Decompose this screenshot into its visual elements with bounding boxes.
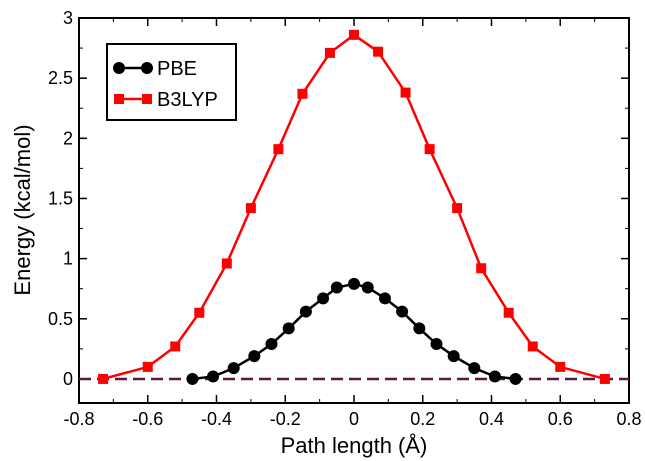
series-layer	[98, 29, 610, 385]
y-axis-title: Energy (kcal/mol)	[10, 124, 35, 295]
x-tick-label: 0	[349, 409, 359, 429]
y-tick-label: 1	[63, 249, 73, 269]
data-point-pbe	[282, 322, 295, 335]
legend-label-b3lyp: B3LYP	[157, 89, 218, 111]
x-axis-title: Path length (Å)	[281, 433, 428, 458]
data-point-b3lyp	[142, 361, 153, 372]
data-point-b3lyp	[476, 263, 487, 274]
data-point-b3lyp	[324, 47, 335, 58]
data-point-pbe	[361, 281, 374, 294]
data-point-b3lyp	[424, 144, 435, 155]
legend-marker-b3lyp	[142, 94, 152, 104]
y-tick-label: 0.5	[48, 309, 73, 329]
data-point-b3lyp	[527, 341, 538, 352]
data-point-b3lyp	[245, 203, 256, 214]
data-point-b3lyp	[452, 203, 463, 214]
data-point-b3lyp	[273, 144, 284, 155]
y-tick-label: 3	[63, 8, 73, 28]
legend-box	[106, 43, 237, 121]
data-point-pbe	[378, 292, 391, 305]
data-point-pbe	[348, 277, 360, 290]
x-tick-label: 0.4	[479, 409, 504, 429]
data-point-pbe	[207, 370, 220, 383]
x-tick-label: 0.6	[548, 409, 573, 429]
data-point-pbe	[488, 370, 501, 383]
data-point-pbe	[317, 292, 330, 305]
data-point-pbe	[299, 305, 312, 318]
legend-marker-b3lyp	[114, 94, 124, 104]
x-tick-label: -0.8	[63, 409, 94, 429]
ticks-layer: -0.8 -0.6 -0.4 -0.2 0 0.2 0.4 0.6 0.8 0 0.5 1 1.5 2 2.…	[48, 8, 642, 429]
x-tick-label: 0.8	[616, 409, 641, 429]
data-point-pbe	[430, 338, 443, 351]
data-point-b3lyp	[170, 341, 181, 352]
data-point-b3lyp	[400, 87, 411, 98]
data-point-b3lyp	[599, 373, 610, 384]
data-point-b3lyp	[503, 307, 514, 318]
x-tick-label: 0.2	[410, 409, 435, 429]
data-point-pbe	[248, 350, 261, 363]
data-point-b3lyp	[98, 373, 109, 384]
data-point-b3lyp	[297, 88, 308, 99]
legend-marker-pbe	[113, 62, 125, 74]
x-tick-label: -0.2	[270, 409, 301, 429]
data-point-b3lyp	[194, 307, 205, 318]
data-point-pbe	[227, 362, 240, 375]
y-tick-label: 2.5	[48, 68, 73, 88]
data-point-pbe	[447, 350, 460, 363]
y-tick-label: 1.5	[48, 188, 73, 208]
data-point-pbe	[330, 281, 343, 294]
data-point-b3lyp	[349, 29, 359, 40]
series-line-pbe	[192, 282, 516, 381]
y-tick-label: 0	[63, 369, 73, 389]
data-point-pbe	[186, 372, 199, 385]
data-point-pbe	[413, 322, 426, 335]
data-point-b3lyp	[221, 258, 232, 269]
x-tick-label: -0.4	[201, 409, 232, 429]
y-tick-label: 2	[63, 128, 73, 148]
legend-label-pbe: PBE	[157, 58, 197, 80]
data-point-pbe	[468, 362, 481, 375]
data-point-b3lyp	[555, 361, 566, 372]
legend: PBE B3LYP	[106, 43, 237, 121]
x-tick-label: -0.6	[132, 409, 163, 429]
data-point-pbe	[509, 372, 522, 385]
data-point-pbe	[265, 338, 278, 351]
legend-marker-pbe	[141, 62, 153, 74]
data-point-b3lyp	[373, 46, 384, 57]
data-point-pbe	[396, 305, 409, 318]
